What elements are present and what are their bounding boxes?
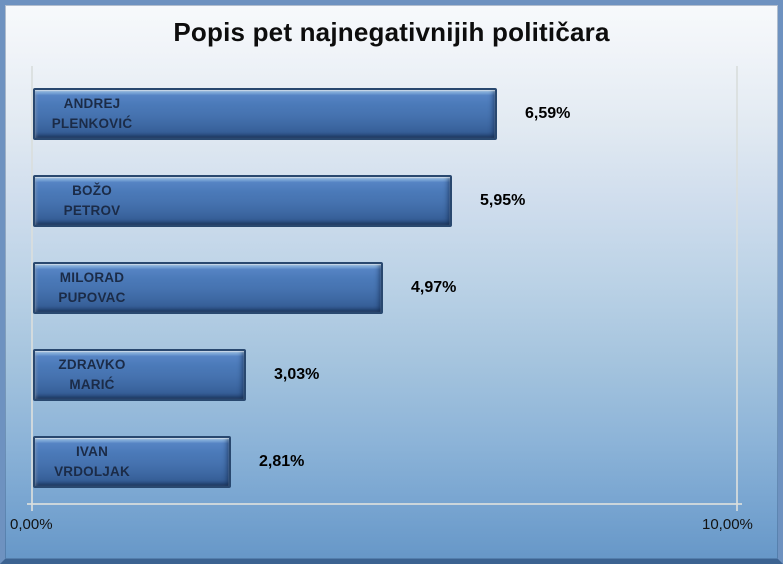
bar-value-label: 4,97%: [411, 279, 457, 296]
bar-category-label-line1: IVAN: [75, 444, 109, 459]
bar-category-label: IVAN VRDOLJAK: [37, 442, 147, 482]
x-axis-line: [27, 503, 742, 505]
bar-category-label-line2: PUPOVAC: [58, 290, 126, 305]
bar-row: BOŽO PETROV 5,95%: [0, 175, 783, 227]
bar-category-label: ZDRAVKO MARIĆ: [37, 355, 147, 395]
bar-zdravko-maric: ZDRAVKO MARIĆ: [33, 349, 246, 401]
bar-value-label: 3,03%: [274, 366, 320, 383]
bar-category-label-line2: MARIĆ: [69, 377, 115, 392]
bar-row: ZDRAVKO MARIĆ 3,03%: [0, 349, 783, 401]
x-axis-tick-label-max: 10,00%: [702, 516, 753, 533]
bar-category-label-line1: BOŽO: [72, 183, 112, 198]
bar-category-label-line2: VRDOLJAK: [54, 464, 130, 479]
bar-milorad-pupovac: MILORAD PUPOVAC: [33, 262, 383, 314]
bar-category-label-line2: PLENKOVIĆ: [51, 116, 133, 131]
bar-category-label: BOŽO PETROV: [37, 181, 147, 221]
bar-value-label: 2,81%: [259, 453, 305, 470]
bar-andrej-plenkovic: ANDREJ PLENKOVIĆ: [33, 88, 497, 140]
x-axis-tick-label-min: 0,00%: [10, 516, 53, 533]
chart-title: Popis pet najnegativnijih političara: [173, 17, 610, 47]
bar-row: IVAN VRDOLJAK 2,81%: [0, 436, 783, 488]
bar-value-label: 6,59%: [525, 105, 571, 122]
bar-category-label-line1: ANDREJ: [63, 96, 121, 111]
bar-value-label: 5,95%: [480, 192, 526, 209]
bar-category-label-line1: MILORAD: [59, 270, 125, 285]
bar-row: ANDREJ PLENKOVIĆ 6,59%: [0, 88, 783, 140]
bar-category-label: ANDREJ PLENKOVIĆ: [37, 94, 147, 134]
bar-category-label-line2: PETROV: [63, 203, 121, 218]
bar-category-label: MILORAD PUPOVAC: [37, 268, 147, 308]
bar-ivan-vrdoljak: IVAN VRDOLJAK: [33, 436, 231, 488]
bar-category-label-line1: ZDRAVKO: [58, 357, 126, 372]
bar-bozo-petrov: BOŽO PETROV: [33, 175, 452, 227]
bar-row: MILORAD PUPOVAC 4,97%: [0, 262, 783, 314]
plot-right-boundary-line: [736, 66, 738, 511]
y-axis-line: [31, 66, 33, 511]
